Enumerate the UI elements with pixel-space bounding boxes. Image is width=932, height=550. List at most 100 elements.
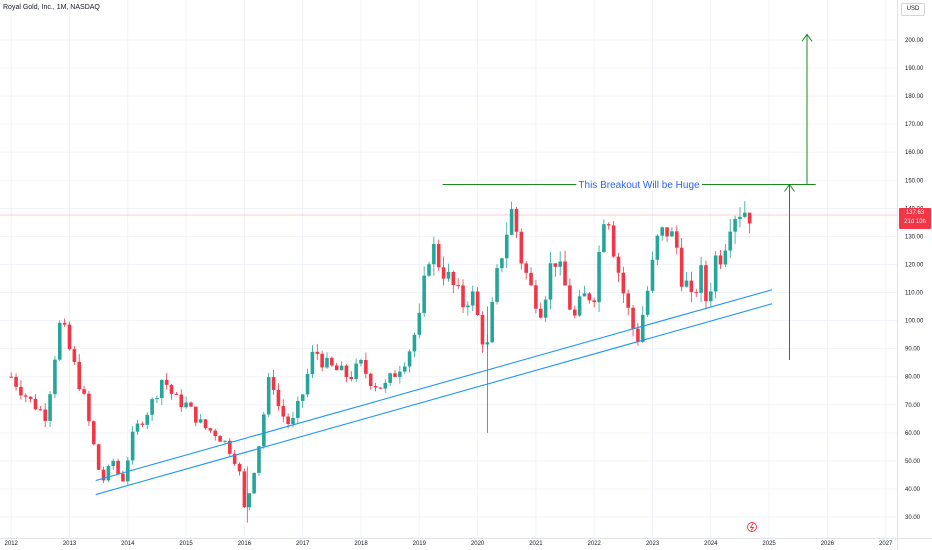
candle-body (451, 271, 456, 286)
candle-body (77, 361, 82, 390)
candle-body (534, 285, 538, 309)
candle-body (441, 267, 446, 279)
candle-body (169, 384, 174, 394)
candle-body (330, 357, 334, 366)
projection-arrows (442, 33, 816, 360)
candle-body (602, 224, 606, 252)
candle-body (155, 397, 159, 400)
currency-button[interactable]: USD (901, 3, 925, 16)
candle-body (28, 396, 33, 399)
candle-body (135, 423, 140, 432)
candle-body (378, 387, 383, 389)
candle-body (519, 231, 524, 264)
channel-line (95, 289, 773, 482)
candle-body (558, 261, 562, 267)
candle-body (723, 250, 728, 265)
candle-body (597, 251, 601, 303)
candle-body (252, 472, 256, 494)
candle-body (228, 440, 232, 454)
candle-body (57, 322, 62, 360)
candle-body (271, 377, 276, 390)
candle-body (9, 376, 13, 378)
candle-body (300, 394, 305, 401)
candle-body (480, 315, 485, 345)
candle-body (538, 308, 543, 318)
candle-body (553, 263, 558, 267)
candle-body (568, 285, 572, 310)
y-tick-label: 100.00 (905, 319, 924, 325)
candle-body (101, 469, 106, 481)
candle-body (393, 373, 397, 377)
candle-body (577, 296, 582, 316)
candle-body (733, 218, 737, 232)
last-price-tag: 137.63 21d 10h (899, 208, 931, 229)
y-tick-label: 190.00 (905, 66, 924, 72)
candle-body (709, 291, 713, 302)
candle-body (364, 360, 368, 374)
candle-body (398, 371, 402, 377)
time-axis[interactable]: 2012 2013 2014 2015 2016 2017 2018 2019 2020 2021… (0, 538, 932, 548)
candles (9, 201, 752, 523)
candle-body (48, 394, 52, 421)
candle-body (140, 423, 145, 425)
candle-body (160, 379, 164, 398)
candle-body (184, 402, 188, 408)
candle-body (524, 263, 528, 273)
candle-body (689, 280, 694, 293)
grid (0, 0, 897, 538)
y-tick-label: 50.00 (905, 459, 921, 465)
y-tick-label: 160.00 (905, 150, 924, 156)
candle-body (704, 265, 708, 302)
candle-body (242, 471, 247, 508)
flash-icon-ring (747, 522, 757, 532)
candle-body (189, 402, 193, 407)
candle-body (19, 386, 23, 396)
candle-body (14, 376, 18, 387)
candle-body (359, 360, 363, 364)
candle-body (334, 365, 339, 371)
candle-body (495, 268, 499, 302)
candle-body (126, 460, 130, 482)
candle-body (38, 409, 43, 411)
y-tick-label: 150.00 (905, 178, 924, 184)
candle-body (164, 379, 169, 385)
candle-body (276, 389, 281, 407)
y-tick-label: 130.00 (905, 234, 924, 240)
candle-body (684, 280, 689, 287)
candle-body (53, 359, 57, 395)
x-tick-label: 2023 (646, 541, 660, 547)
y-tick-label: 40.00 (905, 487, 921, 493)
candle-body (432, 243, 436, 265)
candle-body (208, 428, 213, 431)
candle-body (747, 212, 752, 224)
x-tick-label: 2015 (179, 541, 193, 547)
y-tick-label: 170.00 (905, 122, 924, 128)
candle-body (87, 393, 91, 422)
candle-body (466, 305, 470, 308)
candle-body (645, 290, 650, 315)
candle-body (738, 216, 742, 219)
candle-body (203, 419, 208, 429)
candle-body (475, 291, 480, 316)
x-tick-label: 2012 (5, 541, 19, 547)
candle-body (174, 393, 179, 395)
candle-body (548, 263, 553, 300)
candle-body (296, 400, 300, 418)
candle-body (718, 255, 723, 265)
candle-body (247, 493, 252, 508)
price-axis[interactable]: 30.00 40.00 50.00 60.00 70.00 80.00 90.00 100.0… (897, 0, 925, 550)
candle-body (111, 460, 116, 467)
candle-body (412, 334, 417, 352)
candle-body (640, 314, 645, 342)
y-tick-label: 200.00 (905, 38, 924, 44)
candle-body (266, 377, 271, 415)
candle-body (121, 473, 125, 482)
candle-body (130, 431, 135, 461)
candle-body (616, 256, 621, 273)
candle-body (422, 275, 426, 313)
candle-body (655, 235, 660, 260)
candle-body (320, 353, 324, 368)
flash-icon[interactable] (747, 522, 757, 532)
candle-body (262, 414, 266, 447)
